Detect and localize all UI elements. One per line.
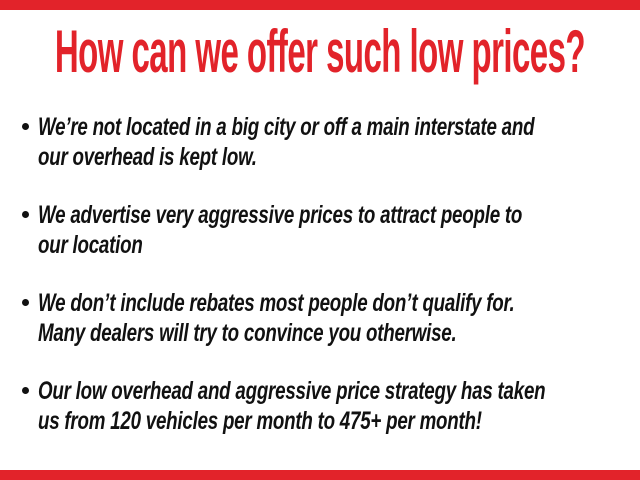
bullet-line: our location <box>38 231 143 259</box>
list-item: We don’t include rebates most people don… <box>0 288 640 348</box>
bullet-line: We advertise very aggressive prices to a… <box>38 201 523 229</box>
bullet-line: us from 120 vehicles per month to 475+ p… <box>38 407 482 435</box>
list-item: We’re not located in a big city or off a… <box>0 112 640 172</box>
page-title-text: How can we offer such low prices? <box>54 18 586 85</box>
bullet-line: We don’t include rebates most people don… <box>38 289 515 317</box>
page-title: How can we offer such low prices? <box>0 20 640 84</box>
bullet-dot <box>22 123 29 130</box>
bullet-dot <box>22 211 29 218</box>
list-item: We advertise very aggressive prices to a… <box>0 200 640 260</box>
bullet-line: Our low overhead and aggressive price st… <box>38 377 546 405</box>
bullet-line: Many dealers will try to convince you ot… <box>38 319 457 347</box>
bullet-dot <box>22 387 29 394</box>
bottom-border-bar <box>0 470 640 480</box>
benefits-list: We’re not located in a big city or off a… <box>0 112 640 464</box>
bullet-dot <box>22 299 29 306</box>
bullet-line: We’re not located in a big city or off a… <box>38 113 535 141</box>
top-border-bar <box>0 0 640 10</box>
list-item: Our low overhead and aggressive price st… <box>0 376 640 436</box>
bullet-line: our overhead is kept low. <box>38 143 257 171</box>
